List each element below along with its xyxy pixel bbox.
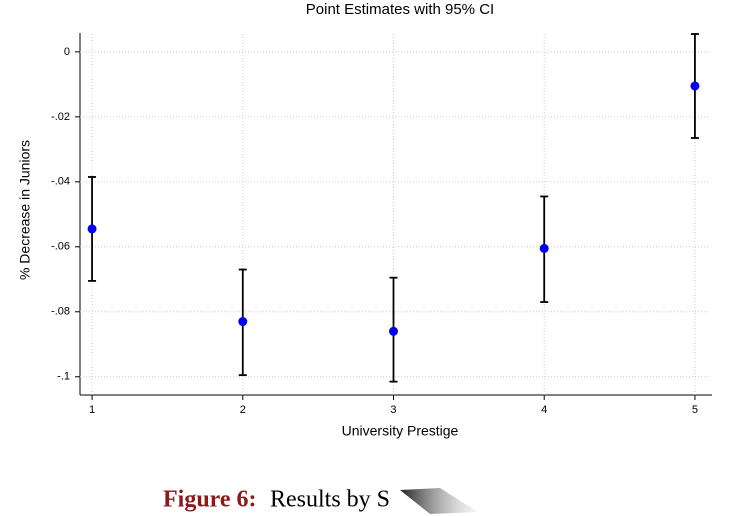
y-tick-label: -.02	[51, 111, 70, 123]
y-tick-label: -.06	[51, 241, 70, 253]
point	[388, 326, 398, 336]
x-tick-label: 5	[692, 404, 698, 416]
point	[238, 317, 248, 327]
y-axis-label: % Decrease in Juniors	[17, 140, 33, 280]
x-tick-label: 4	[541, 404, 547, 416]
blur-artifact	[400, 488, 478, 514]
point	[539, 243, 549, 253]
y-tick-label: -.08	[51, 306, 70, 318]
y-tick-label: 0	[64, 46, 70, 58]
x-tick-label: 1	[89, 404, 95, 416]
x-tick-label: 2	[240, 404, 246, 416]
y-tick-label: -.1	[57, 371, 70, 383]
x-tick-label: 3	[390, 404, 396, 416]
caption-label: Figure 6:	[163, 487, 257, 513]
chart-title: Point Estimates with 95% CI	[306, 1, 494, 18]
caption-text: Results by S	[270, 487, 390, 513]
x-axis-label: University Prestige	[342, 423, 459, 439]
point	[87, 224, 97, 234]
point	[690, 81, 700, 91]
y-tick-label: -.04	[51, 176, 70, 188]
